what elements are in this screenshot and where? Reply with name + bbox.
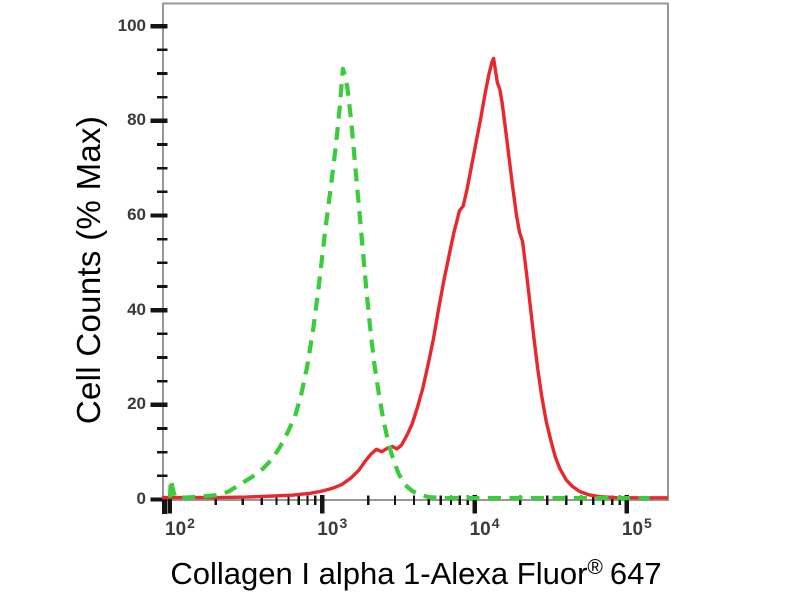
y-tick-label-60: 60 — [127, 205, 146, 225]
y-axis-title: Cell Counts (% Max) — [70, 115, 107, 425]
x-tick-label-10e5: 105 — [621, 515, 652, 540]
x-axis-title: Collagen I alpha 1-Alexa Fluor® 647 — [170, 556, 661, 592]
series-green-dashed-control — [167, 66, 650, 501]
x-tick-label-10e3: 103 — [317, 515, 348, 540]
x-axis-title-main: Collagen I alpha 1-Alexa Fluor — [170, 556, 588, 591]
registered-trademark-icon: ® — [587, 556, 603, 579]
y-tick-label-0: 0 — [136, 489, 146, 508]
y-tick-label-100: 100 — [117, 15, 146, 35]
x-axis-title-suffix: 647 — [609, 556, 662, 591]
y-tick-label-20: 20 — [127, 394, 146, 414]
y-tick-label-80: 80 — [127, 110, 146, 130]
y-tick-label-40: 40 — [127, 299, 146, 319]
x-tick-label-10e2: 102 — [165, 515, 195, 540]
series-red-solid-stained — [161, 56, 668, 500]
x-tick-label-10e4: 104 — [469, 515, 500, 540]
